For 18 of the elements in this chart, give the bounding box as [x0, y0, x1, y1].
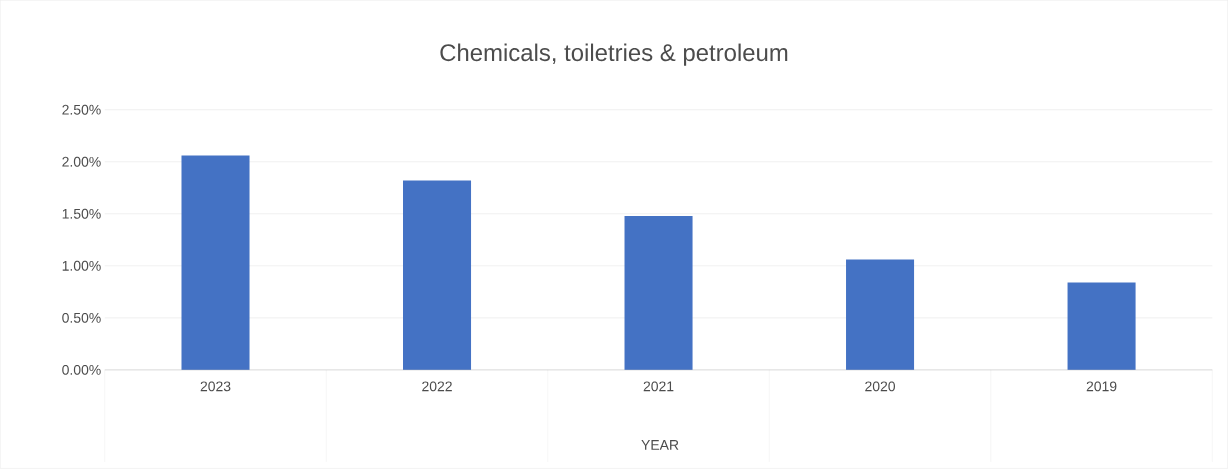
y-tick-label: 2.50% [62, 104, 101, 115]
x-tick-label: 2022 [422, 381, 452, 392]
y-tick-label: 2.00% [62, 157, 101, 167]
y-tick-label: 1.50% [62, 209, 101, 219]
x-tick-label: 2021 [643, 381, 674, 392]
y-tick-label: 0.00% [62, 365, 101, 376]
bar [846, 259, 915, 371]
bar [403, 180, 472, 371]
y-tick-label: 1.00% [62, 261, 101, 271]
x-tick-label: 2023 [200, 381, 231, 392]
x-axis-title: YEAR [641, 440, 679, 450]
bar [181, 155, 250, 371]
y-tick-label: 0.50% [62, 313, 101, 323]
bar [1067, 282, 1136, 371]
x-tick-label: 2019 [1086, 381, 1117, 392]
chart-title: Chemicals, toiletries & petroleum [440, 43, 788, 67]
bar [624, 216, 693, 371]
x-tick-label: 2020 [865, 381, 896, 392]
